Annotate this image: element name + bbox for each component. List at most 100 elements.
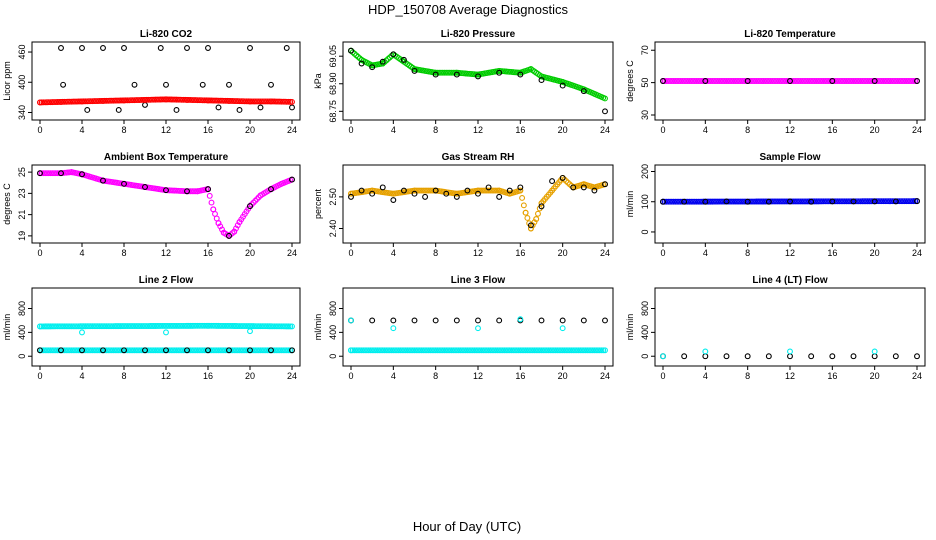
data-point <box>100 347 106 354</box>
series-flow-B-hourly <box>348 317 608 324</box>
x-tick-label: 12 <box>161 371 171 381</box>
data-point <box>914 78 920 84</box>
data-point <box>205 186 211 193</box>
data-point <box>379 184 386 191</box>
panel-title: Line 2 Flow <box>139 275 194 286</box>
data-point <box>348 193 354 200</box>
data-point <box>559 325 566 332</box>
data-point <box>538 203 545 210</box>
data-point <box>247 98 253 105</box>
series-minute-points <box>37 96 295 106</box>
y-tick-label: 200 <box>640 164 650 179</box>
data-point <box>184 45 190 51</box>
data-point <box>411 66 418 73</box>
x-tick-label: 0 <box>348 248 353 258</box>
data-point <box>914 353 920 360</box>
data-point <box>485 184 492 191</box>
data-point <box>912 198 919 205</box>
data-point <box>527 225 534 232</box>
panel-line2_flow: Line 2 Flow ml/min 0 4 8 12 16 20 24 0 400 800 <box>2 275 301 381</box>
data-point <box>808 353 815 360</box>
y-tick-label: 25 <box>17 167 27 177</box>
y-tick-label: 0 <box>640 354 650 359</box>
data-point <box>475 73 481 80</box>
data-point <box>527 222 534 229</box>
series-minute-points <box>348 174 608 232</box>
y-tick-label: 800 <box>328 301 338 316</box>
data-point <box>184 96 190 103</box>
data-point <box>100 97 106 104</box>
panel-ambient_temp: Ambient Box Temperature degrees C 0 4 8 12 16 2… <box>2 152 301 258</box>
data-point <box>660 198 666 205</box>
data-point <box>142 184 148 190</box>
panel-title: Sample Flow <box>759 152 820 163</box>
x-tick-label: 20 <box>870 125 880 135</box>
data-point <box>744 198 751 205</box>
data-point <box>580 181 587 188</box>
data-point <box>660 353 666 360</box>
data-point <box>37 323 43 330</box>
data-point <box>369 187 376 194</box>
data-point <box>121 45 127 51</box>
x-tick-label: 4 <box>391 371 396 381</box>
data-point <box>358 56 365 63</box>
data-point <box>247 347 253 354</box>
x-tick-label: 8 <box>121 125 126 135</box>
series-hourly-points <box>348 174 608 229</box>
data-point <box>559 82 566 89</box>
data-point <box>517 69 524 76</box>
data-point <box>68 169 75 176</box>
data-point <box>602 181 608 188</box>
x-tick-label: 8 <box>121 371 126 381</box>
data-point <box>236 219 243 226</box>
data-point <box>254 196 260 202</box>
data-point <box>215 104 222 111</box>
data-point <box>226 81 232 88</box>
data-point <box>121 97 127 104</box>
y-tick-label: 68.90 <box>328 72 338 95</box>
y-tick-label: 23 <box>17 188 27 198</box>
data-point <box>850 198 857 205</box>
data-point <box>517 71 524 78</box>
y-tick-label: 21 <box>17 210 27 220</box>
data-point <box>538 317 545 324</box>
data-point <box>289 104 295 111</box>
series-flow-B-dips <box>348 316 566 332</box>
data-point <box>163 347 169 354</box>
data-point <box>215 220 222 227</box>
y-tick-label: 2.50 <box>328 188 338 206</box>
series-flow-A-minute <box>37 322 295 330</box>
y-axis-label: ml/min <box>2 314 12 341</box>
y-tick-label: 400 <box>17 75 27 90</box>
y-tick-label: 0 <box>328 354 338 359</box>
x-tick-label: 4 <box>79 248 84 258</box>
x-tick-label: 24 <box>912 248 922 258</box>
data-point <box>250 199 257 206</box>
panel-title: Li-820 Pressure <box>441 29 516 40</box>
data-point <box>163 329 169 336</box>
data-point <box>283 45 290 51</box>
plot-frame <box>342 287 614 367</box>
y-tick-label: 340 <box>17 105 27 120</box>
x-tick-label: 4 <box>703 125 708 135</box>
panel-title: Ambient Box Temperature <box>104 152 229 163</box>
x-tick-label: 12 <box>473 125 483 135</box>
data-point <box>602 95 608 102</box>
y-tick-label: 50 <box>640 78 650 88</box>
data-point <box>37 347 43 354</box>
data-point <box>517 187 524 194</box>
data-point <box>131 81 138 88</box>
data-point <box>79 171 85 178</box>
data-point <box>892 198 899 205</box>
x-tick-label: 24 <box>600 371 610 381</box>
data-point <box>400 58 407 65</box>
data-point <box>723 353 730 360</box>
x-tick-label: 8 <box>745 371 750 381</box>
data-point <box>100 177 106 184</box>
data-point <box>358 187 365 194</box>
data-point <box>475 317 481 324</box>
x-tick-label: 0 <box>660 248 665 258</box>
data-point <box>268 186 274 193</box>
data-point <box>289 176 295 183</box>
